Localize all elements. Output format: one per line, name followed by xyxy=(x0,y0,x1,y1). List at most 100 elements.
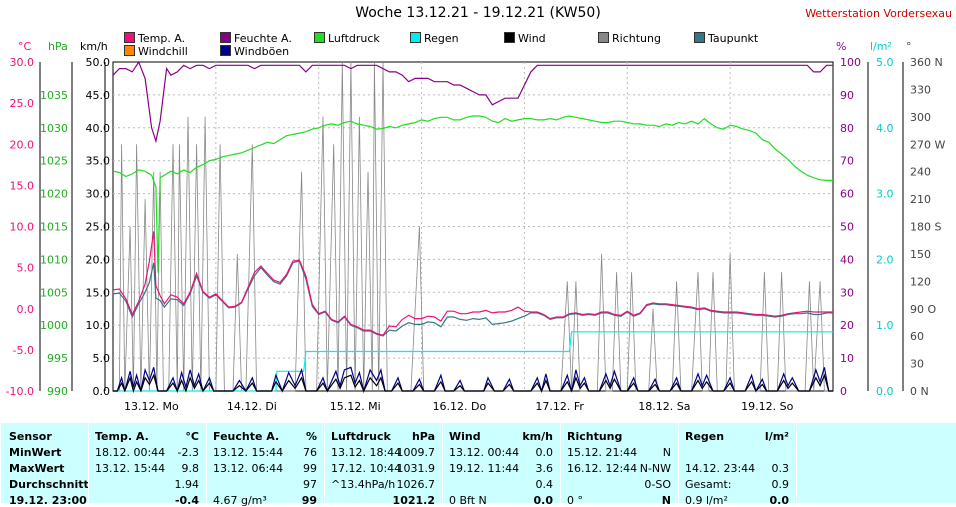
pressure-tick-label: 1020 xyxy=(40,188,68,201)
humidity-tick-label: 80 xyxy=(840,122,854,135)
direction-min-time: 15.12. 21:44 xyxy=(567,446,638,459)
legend-swatch-temp xyxy=(124,32,135,43)
series-line-pressure xyxy=(112,115,833,273)
direction-tick-label: 120 xyxy=(910,275,931,288)
direction-tick-label: 270 W xyxy=(910,138,945,151)
legend-label-direction: Richtung xyxy=(612,32,661,45)
wind-max: 3.6 xyxy=(535,462,554,475)
direction-tick-label: 60 xyxy=(910,330,924,343)
direction-min: N xyxy=(662,446,671,459)
pressure-trend: ^13.4hPa/h xyxy=(331,478,396,491)
legend-swatch-dewpoint xyxy=(694,32,705,43)
humidity-tick-label: 50 xyxy=(840,221,854,234)
series-line-humidity xyxy=(112,60,833,144)
day-label: 13.12. Mo xyxy=(124,400,179,413)
humidity-tick-label: 40 xyxy=(840,253,854,266)
pressure-current: 1021.2 xyxy=(392,494,435,507)
pressure-tick-label: 990 xyxy=(47,385,68,398)
temp-unit: °C xyxy=(18,40,32,53)
legend-swatch-humidity xyxy=(220,32,231,43)
humidity-avg: 97 xyxy=(303,478,317,491)
rain-day: 0.9 l/m² xyxy=(685,494,728,507)
table-col-humidity: Feuchte A. % 13.12. 15:44 76 13.12. 06:4… xyxy=(206,423,325,507)
rain-total: 0.9 xyxy=(771,478,790,491)
legend-gusts: Windböen xyxy=(220,45,289,58)
humidity-max-time: 13.12. 06:44 xyxy=(213,462,284,475)
row-label-min: MinWert xyxy=(9,446,62,459)
direction-tick-label: 30 xyxy=(910,358,924,371)
wind-tick-label: 40.0 xyxy=(86,122,111,135)
wind-unit: km/h xyxy=(80,40,108,53)
humidity-min-time: 13.12. 15:44 xyxy=(213,446,284,459)
row-label-current: 19.12. 23:00 xyxy=(9,494,87,507)
temp-max: 9.8 xyxy=(181,462,200,475)
wind-max-time: 19.12. 11:44 xyxy=(449,462,520,475)
pressure-min: 1009.7 xyxy=(396,446,436,459)
pressure-avg: 1026.7 xyxy=(396,478,436,491)
humidity-current: 99 xyxy=(301,494,317,507)
rain-max-time: 14.12. 23:44 xyxy=(685,462,756,475)
humidity-min: 76 xyxy=(303,446,317,459)
wind-tick-label: 50.0 xyxy=(86,56,111,69)
direction-current: N xyxy=(661,494,671,507)
legend-swatch-rain xyxy=(410,32,421,43)
humidity-unit: % xyxy=(836,40,847,53)
humidity-max: 99 xyxy=(303,462,317,475)
temp-header: Temp. A. xyxy=(95,430,149,443)
legend-dewpoint: Taupunkt xyxy=(694,32,758,45)
direction-tick-label: 240 xyxy=(910,166,931,179)
wind-tick-label: 30.0 xyxy=(86,188,111,201)
temp-current: -0.4 xyxy=(174,494,199,507)
temp-tick-label: 15.0 xyxy=(10,179,35,192)
pressure-unit-cell: hPa xyxy=(411,430,435,443)
temp-unit-cell: °C xyxy=(185,430,199,443)
legend-swatch-pressure xyxy=(314,32,325,43)
rain-total-label: Gesamt: xyxy=(685,478,732,491)
pressure-tick-label: 995 xyxy=(47,352,68,365)
temp-avg: 1.94 xyxy=(174,478,200,491)
wind-tick-label: 0.0 xyxy=(93,385,111,398)
rain-unit-cell: l/m² xyxy=(764,430,789,443)
legend-label-rain: Regen xyxy=(424,32,459,45)
pressure-header: Luftdruck xyxy=(331,430,391,443)
day-label: 15.12. Mi xyxy=(330,400,381,413)
pressure-unit: hPa xyxy=(48,40,68,53)
pressure-tick-label: 1035 xyxy=(40,89,68,102)
temp-tick-label: -5.0 xyxy=(13,344,34,357)
temp-max-time: 13.12. 15:44 xyxy=(95,462,166,475)
row-label-sensor: Sensor xyxy=(9,430,52,443)
wind-min-time: 13.12. 00:44 xyxy=(449,446,520,459)
temp-min: -2.3 xyxy=(177,446,199,459)
direction-tick-label: 300 xyxy=(910,111,931,124)
rain-unit: l/m² xyxy=(870,40,892,53)
wind-tick-label: 20.0 xyxy=(86,253,111,266)
direction-tick-label: 150 xyxy=(910,248,931,261)
direction-max-time: 16.12. 12:44 xyxy=(567,462,638,475)
temp-min-time: 18.12. 00:44 xyxy=(95,446,166,459)
humidity-header: Feuchte A. xyxy=(213,430,280,443)
weather-chart: 30.0 25.0 20.0 15.0 10.0 5.0 0.0 -5.0 -10.0 1035 1… xyxy=(6,56,946,413)
legend-swatch-windchill xyxy=(124,45,135,56)
legend-label-windchill: Windchill xyxy=(138,45,188,58)
table-col-rain: Regen l/m² 14.12. 23:44 0.3 Gesamt: 0.9 … xyxy=(678,423,797,507)
direction-tick-label: 0 N xyxy=(910,385,929,398)
legend-wind: Wind xyxy=(504,32,546,45)
direction-tick-label: 210 xyxy=(910,193,931,206)
direction-tick-label: 330 xyxy=(910,83,931,96)
direction-tick-label: 90 O xyxy=(910,303,936,316)
series-line-wind xyxy=(113,373,833,394)
legend-swatch-wind xyxy=(504,32,515,43)
humidity-abs: 4.67 g/m³ xyxy=(213,494,267,507)
temp-tick-label: 10.0 xyxy=(10,221,35,234)
table-col-rowlabels: Sensor MinWert MaxWert Durchschnitt 19.1… xyxy=(0,423,89,507)
legend-swatch-gusts xyxy=(220,45,231,56)
wind-tick-label: 35.0 xyxy=(86,155,111,168)
rain-tick-label: 4.0 xyxy=(876,122,894,135)
series-line-rain xyxy=(113,331,833,392)
row-label-avg: Durchschnitt xyxy=(9,478,89,491)
rain-tick-label: 5.0 xyxy=(876,56,894,69)
day-label: 16.12. Do xyxy=(433,400,487,413)
rain-header: Regen xyxy=(685,430,725,443)
humidity-tick-label: 10 xyxy=(840,352,854,365)
pressure-min-time: 13.12. 18:44 xyxy=(331,446,402,459)
